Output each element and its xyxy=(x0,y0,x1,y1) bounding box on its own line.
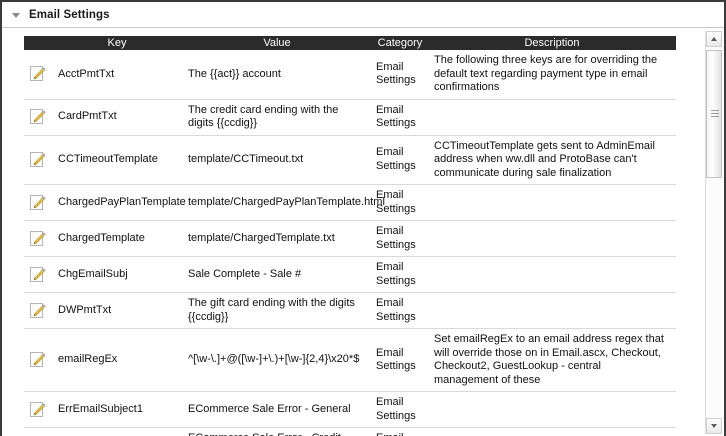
row-value: Sale Complete - Sale # xyxy=(182,256,372,293)
row-value: template/ChargedPayPlanTemplate.html xyxy=(182,184,385,221)
vertical-scrollbar[interactable] xyxy=(705,31,722,434)
row-key: ChargedTemplate xyxy=(52,220,182,257)
row-key: ErrEmailSubject1 xyxy=(52,391,182,428)
row-value: ECommerce Sale Error - General xyxy=(182,391,372,428)
row-value: The {{act}} account xyxy=(182,50,372,100)
row-key: CardPmtTxt xyxy=(52,99,182,136)
row-key: AcctPmtTxt xyxy=(52,50,182,100)
grid-wrapper: Key Value Category Description AcctPmtTx… xyxy=(24,36,676,436)
table-row[interactable]: ErrEmailSubject1 ECommerce Sale Error - G… xyxy=(24,391,676,428)
row-category: Email Settings xyxy=(372,135,428,185)
row-value: template/CCTimeout.txt xyxy=(182,135,372,185)
panel-header: Email Settings xyxy=(2,2,724,28)
scroll-down-arrow-icon[interactable] xyxy=(706,418,722,434)
row-key: emailRegEx xyxy=(52,328,182,392)
table-row[interactable]: ChgEmailSubj Sale Complete - Sale # Email … xyxy=(24,256,676,293)
row-key: ErrEmailSubject2 xyxy=(52,427,182,436)
row-category: Email Settings xyxy=(372,184,428,221)
row-category: Email Settings xyxy=(372,99,428,136)
edit-pencil-icon[interactable] xyxy=(30,194,46,211)
table-row[interactable]: CCTimeoutTemplate template/CCTimeout.txt E… xyxy=(24,135,676,185)
settings-table: Key Value Category Description AcctPmtTx… xyxy=(24,36,676,436)
row-edit-cell[interactable] xyxy=(24,135,52,185)
row-value: The gift card ending with the digits {{c… xyxy=(182,292,372,329)
table-body: AcctPmtTxt The {{act}} account Email Setti… xyxy=(24,50,676,436)
row-description xyxy=(428,220,676,257)
row-edit-cell[interactable] xyxy=(24,427,52,436)
column-header-value[interactable]: Value xyxy=(182,36,372,50)
row-category: Email Settings xyxy=(372,391,428,428)
table-row[interactable]: emailRegEx ^[\w-\.]+@([\w-]+\.)+[\w-]{2,4… xyxy=(24,328,676,392)
row-category: Email Settings xyxy=(372,292,428,329)
table-header: Key Value Category Description xyxy=(24,36,676,50)
row-key: ChgEmailSubj xyxy=(52,256,182,293)
row-description xyxy=(428,256,676,293)
table-header-row: Key Value Category Description xyxy=(24,36,676,50)
scroll-up-arrow-icon[interactable] xyxy=(706,31,722,47)
edit-pencil-icon[interactable] xyxy=(30,401,46,418)
column-header-category[interactable]: Category xyxy=(372,36,428,50)
edit-pencil-icon[interactable] xyxy=(30,109,46,125)
triangle-down-icon[interactable] xyxy=(12,13,20,18)
grid-scroll-viewport[interactable]: Key Value Category Description AcctPmtTx… xyxy=(2,29,724,436)
row-category: Email Settings xyxy=(372,220,428,257)
table-row[interactable]: ChargedTemplate template/ChargedTemplate.… xyxy=(24,220,676,257)
row-key: DWPmtTxt xyxy=(52,292,182,329)
table-row[interactable]: ErrEmailSubject2ECommerce Sale Error - C… xyxy=(24,427,676,436)
column-header-description[interactable]: Description xyxy=(428,36,676,50)
edit-pencil-icon[interactable] xyxy=(30,66,46,82)
row-description: The following three keys are for overrid… xyxy=(428,50,676,100)
row-edit-cell[interactable] xyxy=(24,184,52,221)
row-key: ChargedPayPlanTemplate xyxy=(52,184,186,221)
row-description xyxy=(428,427,676,436)
row-edit-cell[interactable] xyxy=(24,328,52,392)
row-edit-cell[interactable] xyxy=(24,292,52,329)
edit-pencil-icon[interactable] xyxy=(30,230,46,247)
row-edit-cell[interactable] xyxy=(24,256,52,293)
row-description: Set emailRegEx to an email address regex… xyxy=(428,328,676,392)
row-edit-cell[interactable] xyxy=(24,50,52,100)
row-category: Email Settings xyxy=(372,256,428,293)
scroll-down-arrow-glyph xyxy=(711,424,717,428)
scrollbar-grip-icon xyxy=(711,110,719,118)
table-row[interactable]: DWPmtTxt The gift card ending with the di… xyxy=(24,292,676,329)
row-edit-cell[interactable] xyxy=(24,391,52,428)
scrollbar-track[interactable] xyxy=(706,47,722,418)
row-value: The credit card ending with the digits {… xyxy=(182,99,372,136)
row-value: template/ChargedTemplate.txt xyxy=(182,220,372,257)
table-row[interactable]: CardPmtTxt The credit card ending with th… xyxy=(24,99,676,136)
row-category: Email Settings xyxy=(372,50,428,100)
edit-pencil-icon[interactable] xyxy=(30,151,46,168)
page-title: Email Settings xyxy=(29,8,110,21)
row-description: CCTimeoutTemplate gets sent to AdminEmai… xyxy=(428,135,676,185)
table-row[interactable]: AcctPmtTxt The {{act}} account Email Setti… xyxy=(24,50,676,100)
row-description xyxy=(428,391,676,428)
row-description xyxy=(428,99,676,136)
row-description xyxy=(428,292,676,329)
edit-pencil-icon[interactable] xyxy=(30,302,46,319)
edit-pencil-icon[interactable] xyxy=(30,352,46,368)
row-category: Email Settings xyxy=(372,427,428,436)
row-value: ^[\w-\.]+@([\w-]+\.)+[\w-]{2,4}\x20*$ xyxy=(182,328,372,392)
row-category: Email Settings xyxy=(372,328,428,392)
column-header-icon[interactable] xyxy=(24,36,52,50)
row-description xyxy=(428,184,676,221)
edit-pencil-icon[interactable] xyxy=(30,266,46,283)
scroll-up-arrow-glyph xyxy=(711,37,717,41)
scrollbar-thumb[interactable] xyxy=(706,50,722,178)
row-edit-cell[interactable] xyxy=(24,99,52,136)
row-value: ECommerce Sale Error - Credit Card xyxy=(182,427,372,436)
column-header-key[interactable]: Key xyxy=(52,36,182,50)
row-key: CCTimeoutTemplate xyxy=(52,135,182,185)
row-edit-cell[interactable] xyxy=(24,220,52,257)
table-row[interactable]: ChargedPayPlanTemplate template/ChargedPa… xyxy=(24,184,676,221)
